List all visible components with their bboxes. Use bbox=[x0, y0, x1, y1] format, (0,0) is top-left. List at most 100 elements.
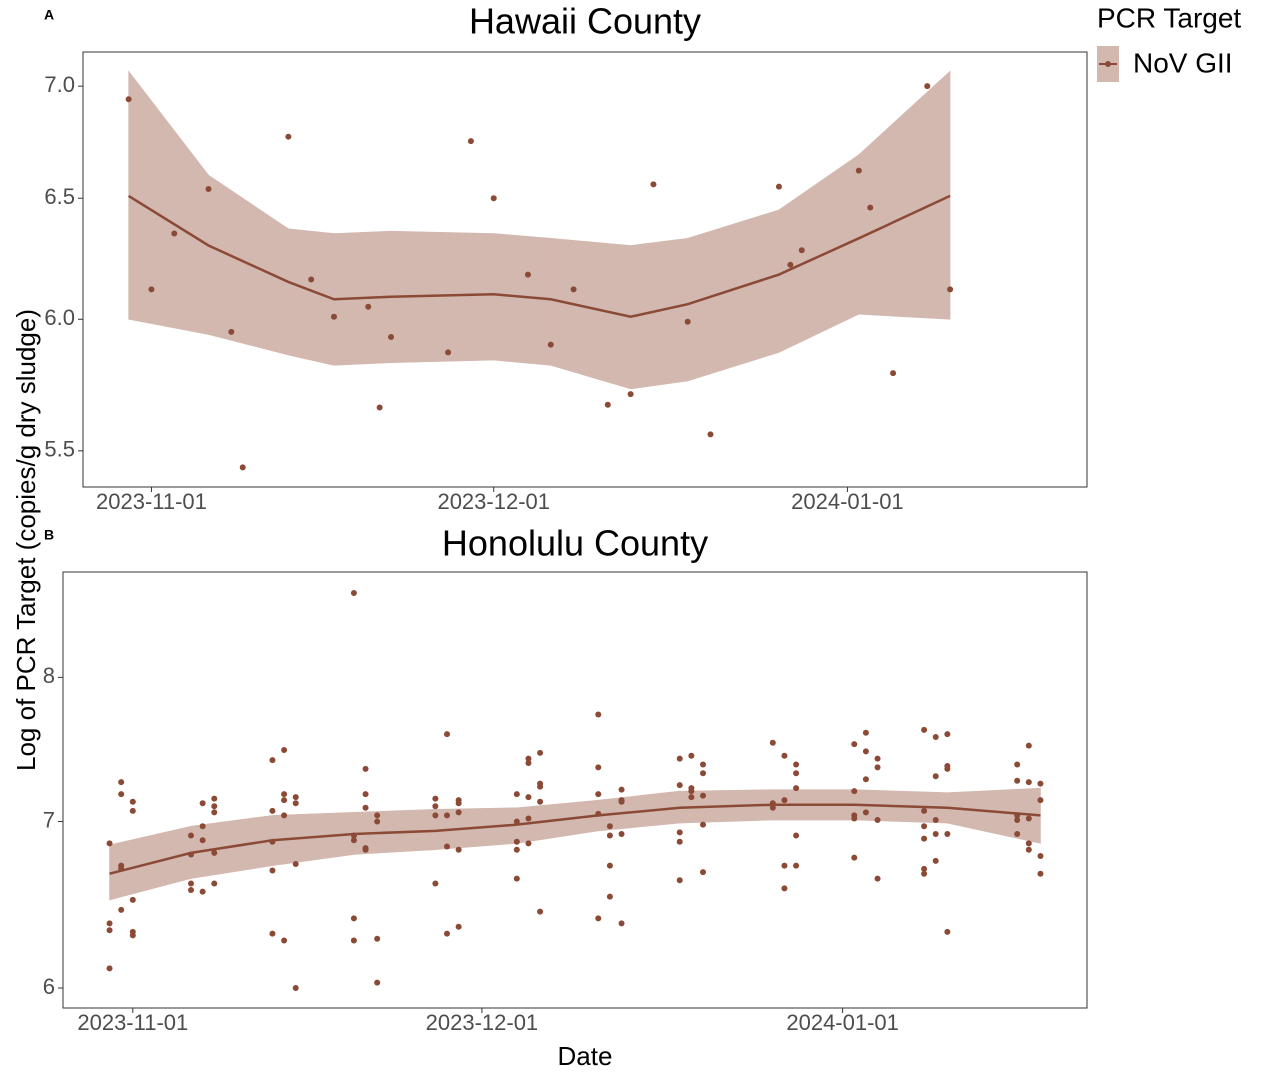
point bbox=[606, 862, 613, 869]
point bbox=[862, 729, 869, 736]
point bbox=[525, 794, 532, 801]
point bbox=[787, 261, 794, 268]
point bbox=[793, 785, 800, 792]
point bbox=[455, 923, 462, 930]
point bbox=[281, 791, 288, 798]
point bbox=[676, 782, 683, 789]
point bbox=[376, 404, 383, 411]
point bbox=[781, 797, 788, 804]
panel-title: Honolulu County bbox=[442, 523, 708, 564]
point bbox=[374, 818, 381, 825]
panel-border bbox=[62, 571, 1088, 1009]
point bbox=[862, 748, 869, 755]
point bbox=[627, 391, 634, 398]
point bbox=[1014, 830, 1021, 837]
point bbox=[455, 809, 462, 816]
point bbox=[944, 830, 951, 837]
point bbox=[292, 794, 299, 801]
point bbox=[374, 812, 381, 819]
point bbox=[769, 804, 776, 811]
point bbox=[932, 773, 939, 780]
point bbox=[684, 318, 691, 325]
panel-tag: A bbox=[44, 7, 54, 23]
point bbox=[513, 791, 520, 798]
point bbox=[595, 791, 602, 798]
point bbox=[537, 783, 544, 790]
point bbox=[595, 915, 602, 922]
confidence-band bbox=[947, 787, 1041, 844]
fit-line bbox=[109, 803, 1041, 875]
point bbox=[199, 800, 206, 807]
point bbox=[707, 431, 714, 438]
y-tick-label: 6 bbox=[43, 974, 55, 999]
panel-border bbox=[82, 51, 1088, 488]
point bbox=[106, 927, 113, 934]
point bbox=[781, 885, 788, 892]
point bbox=[921, 726, 928, 733]
x-tick-label: 2023-12-01 bbox=[437, 489, 550, 514]
point bbox=[1037, 853, 1044, 860]
point bbox=[1037, 797, 1044, 804]
point bbox=[595, 764, 602, 771]
point bbox=[862, 776, 869, 783]
point bbox=[921, 835, 928, 842]
point bbox=[874, 875, 881, 882]
point bbox=[793, 770, 800, 777]
point bbox=[1014, 761, 1021, 768]
panel-title: Hawaii County bbox=[469, 1, 701, 42]
point bbox=[171, 230, 178, 237]
point bbox=[769, 739, 776, 746]
point bbox=[775, 183, 782, 190]
point bbox=[793, 862, 800, 869]
point bbox=[1037, 870, 1044, 877]
point bbox=[595, 711, 602, 718]
point bbox=[676, 829, 683, 836]
point bbox=[700, 869, 706, 876]
point bbox=[292, 861, 299, 868]
point bbox=[118, 779, 125, 786]
point bbox=[205, 185, 212, 192]
point bbox=[211, 809, 218, 816]
point bbox=[350, 590, 357, 597]
confidence-band bbox=[516, 799, 599, 844]
point bbox=[199, 837, 206, 844]
x-axis-label: Date bbox=[558, 1041, 613, 1071]
point bbox=[513, 875, 520, 882]
confidence-band bbox=[687, 209, 780, 382]
point bbox=[874, 764, 881, 771]
point bbox=[781, 752, 788, 759]
point bbox=[239, 464, 246, 471]
point bbox=[292, 985, 299, 992]
point bbox=[700, 792, 706, 799]
point bbox=[1014, 817, 1021, 824]
legend-key-point bbox=[1105, 61, 1111, 67]
point bbox=[618, 920, 625, 927]
point bbox=[781, 862, 788, 869]
point bbox=[798, 247, 805, 254]
point bbox=[524, 271, 531, 278]
point bbox=[188, 887, 194, 894]
point bbox=[606, 893, 613, 900]
point bbox=[932, 857, 939, 864]
point bbox=[467, 138, 474, 145]
point bbox=[211, 795, 218, 802]
point bbox=[269, 838, 276, 845]
point bbox=[432, 795, 439, 802]
point bbox=[362, 765, 369, 772]
point bbox=[769, 800, 776, 807]
point bbox=[618, 786, 625, 793]
point bbox=[1037, 780, 1044, 787]
point bbox=[374, 935, 381, 942]
point bbox=[455, 846, 462, 853]
point bbox=[1014, 777, 1021, 784]
point bbox=[281, 746, 288, 753]
point bbox=[851, 815, 858, 822]
point bbox=[106, 965, 113, 972]
legend-label: NoV GII bbox=[1133, 47, 1233, 78]
point bbox=[688, 788, 695, 795]
point bbox=[1025, 815, 1032, 822]
point bbox=[350, 832, 357, 839]
point bbox=[921, 870, 928, 877]
point bbox=[921, 807, 928, 814]
